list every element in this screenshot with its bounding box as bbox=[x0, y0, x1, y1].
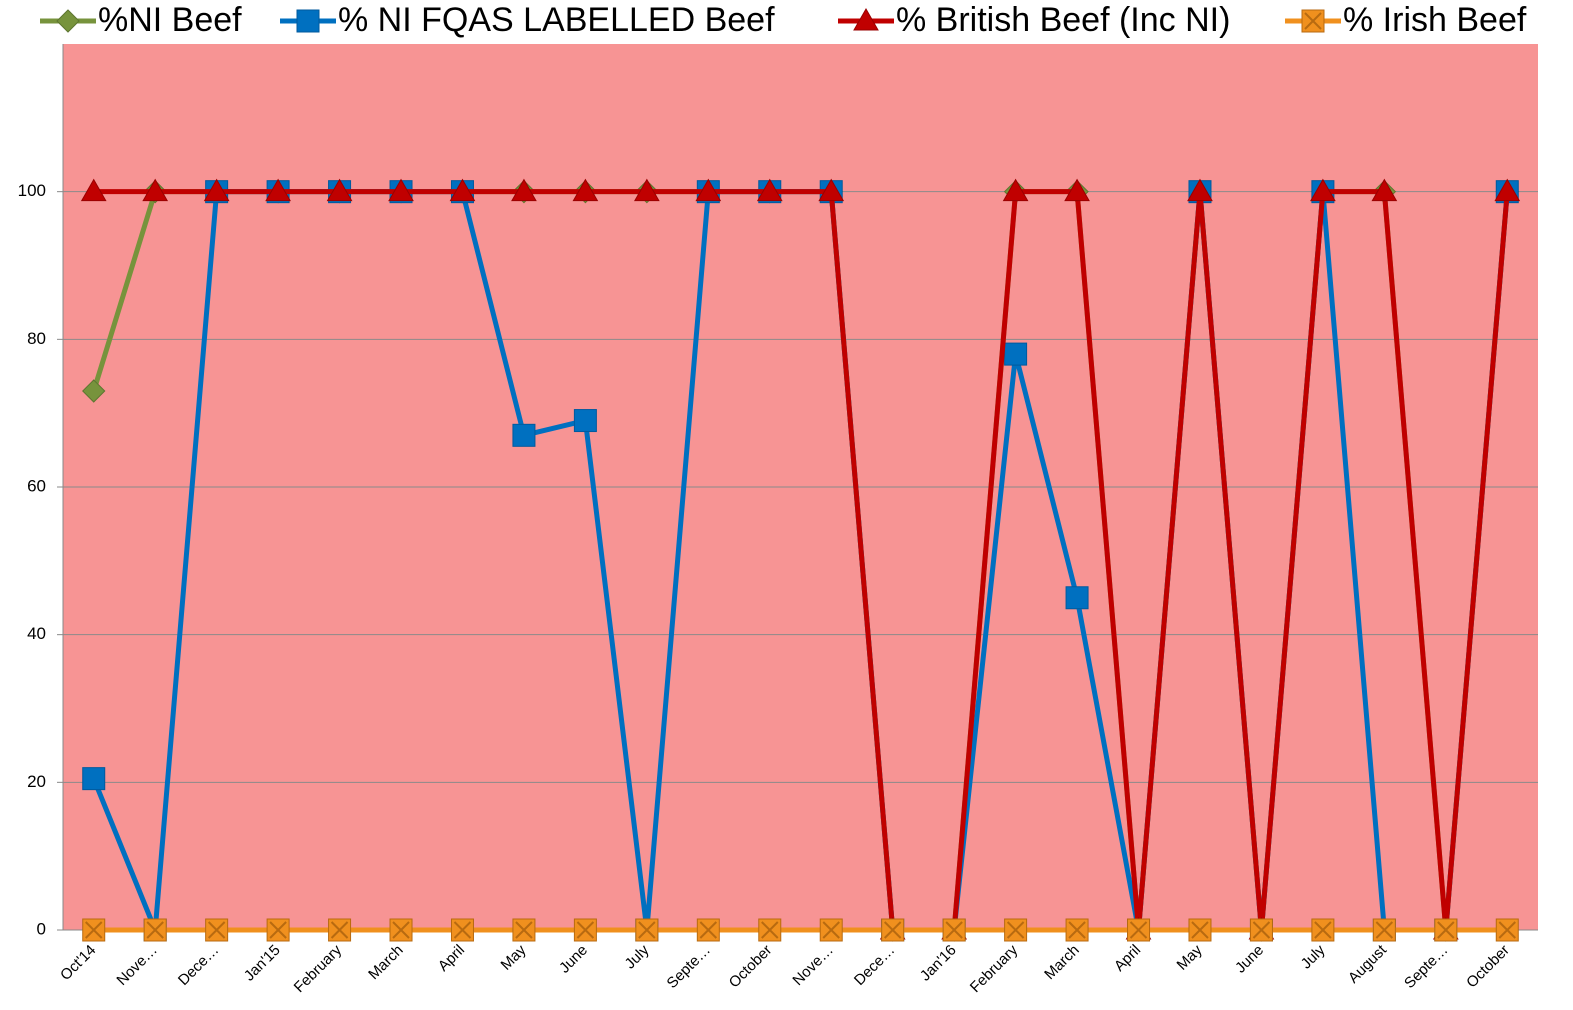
x-tick-label: March bbox=[1041, 942, 1082, 983]
point bbox=[512, 423, 536, 447]
x-tick-label: Dece… bbox=[851, 942, 898, 989]
x-tick-label: March bbox=[365, 942, 406, 983]
legend-label: %NI Beef bbox=[98, 1, 242, 39]
point-cross bbox=[1304, 12, 1322, 30]
point-cross bbox=[515, 921, 533, 939]
point bbox=[296, 9, 320, 33]
point-cross bbox=[207, 921, 226, 939]
legend-item: % NI FQAS LABELLED Beef bbox=[280, 1, 775, 39]
point bbox=[142, 178, 169, 202]
x-tick-label: May bbox=[498, 941, 530, 973]
point-cross bbox=[1129, 921, 1148, 939]
point-cross bbox=[822, 921, 840, 939]
point-cross bbox=[1006, 921, 1025, 939]
point-cross bbox=[269, 921, 287, 939]
x-tick-label: Septe… bbox=[664, 942, 714, 992]
y-tick-label: 20 bbox=[27, 772, 46, 791]
x-tick-label: July bbox=[1298, 941, 1329, 972]
x-tick-label: Septe… bbox=[1401, 942, 1451, 992]
point-cross bbox=[883, 921, 902, 939]
x-tick-label: April bbox=[435, 942, 468, 975]
legend-label: % NI FQAS LABELLED Beef bbox=[338, 1, 775, 39]
legend-item: %NI Beef bbox=[40, 1, 242, 39]
x-tick-label: Oct'14 bbox=[57, 942, 99, 984]
y-tick-label: 40 bbox=[27, 624, 46, 643]
point bbox=[203, 178, 230, 202]
point-cross bbox=[1375, 921, 1394, 939]
point-cross bbox=[945, 921, 963, 939]
x-tick-label: Nove… bbox=[789, 942, 836, 989]
point-cross bbox=[1498, 921, 1516, 939]
point-cross bbox=[392, 921, 410, 939]
point bbox=[573, 409, 597, 433]
point bbox=[695, 178, 722, 202]
point bbox=[633, 178, 660, 202]
point bbox=[449, 178, 476, 202]
y-tick-label: 0 bbox=[37, 919, 46, 938]
point bbox=[572, 178, 599, 202]
point bbox=[818, 178, 845, 202]
series-line bbox=[93, 189, 1510, 933]
point bbox=[511, 178, 537, 202]
point-cross bbox=[638, 921, 656, 939]
point bbox=[388, 178, 414, 202]
point bbox=[1064, 178, 1090, 202]
point bbox=[82, 379, 106, 403]
point-cross bbox=[761, 921, 779, 939]
point bbox=[756, 178, 783, 202]
y-tick-label: 80 bbox=[27, 329, 46, 348]
x-tick-label: Dece… bbox=[175, 942, 222, 989]
x-tick-label: June bbox=[1232, 942, 1267, 977]
point bbox=[265, 178, 291, 202]
point bbox=[1002, 178, 1029, 202]
point-cross bbox=[330, 921, 349, 939]
legend-label: % Irish Beef bbox=[1343, 1, 1527, 39]
y-tick-label: 60 bbox=[27, 476, 46, 495]
point bbox=[1371, 178, 1398, 202]
point-cross bbox=[1437, 921, 1455, 939]
x-tick-label: August bbox=[1345, 941, 1391, 987]
legend-item: % Irish Beef bbox=[1285, 1, 1527, 39]
point-cross bbox=[1314, 921, 1332, 939]
y-tick-label: 100 bbox=[18, 181, 46, 200]
x-tick-label: February bbox=[291, 941, 346, 996]
point bbox=[82, 767, 106, 791]
x-tick-label: June bbox=[556, 942, 591, 977]
point bbox=[326, 178, 353, 202]
x-tick-label: October bbox=[726, 942, 776, 992]
x-tick-label: February bbox=[967, 941, 1022, 996]
point bbox=[1004, 342, 1028, 366]
legend-item: % British Beef (Inc NI) bbox=[838, 1, 1230, 39]
point bbox=[80, 178, 107, 202]
point-cross bbox=[1068, 921, 1086, 939]
legend-label: % British Beef (Inc NI) bbox=[896, 1, 1230, 39]
point bbox=[56, 9, 80, 33]
x-tick-label: Jan'16 bbox=[917, 942, 960, 985]
point-cross bbox=[699, 921, 718, 939]
point bbox=[853, 7, 879, 31]
x-tick-label: April bbox=[1111, 942, 1144, 975]
point-cross bbox=[146, 921, 164, 939]
point-cross bbox=[1252, 921, 1271, 939]
point-cross bbox=[1191, 921, 1209, 939]
point bbox=[1310, 178, 1336, 202]
x-tick-label: October bbox=[1463, 942, 1513, 992]
point-cross bbox=[85, 921, 103, 939]
x-tick-label: Nove… bbox=[113, 942, 160, 989]
point-cross bbox=[576, 921, 595, 939]
point bbox=[1494, 178, 1521, 202]
point-cross bbox=[453, 921, 472, 939]
x-tick-label: Jan'15 bbox=[241, 942, 284, 985]
x-tick-label: July bbox=[622, 941, 653, 972]
x-tick-label: May bbox=[1174, 941, 1206, 973]
point bbox=[1187, 178, 1213, 202]
point bbox=[1065, 586, 1089, 610]
